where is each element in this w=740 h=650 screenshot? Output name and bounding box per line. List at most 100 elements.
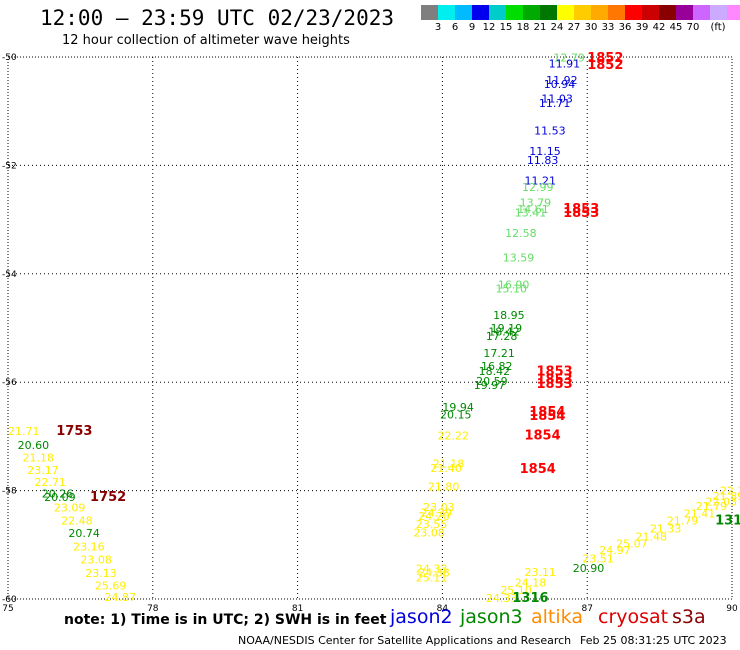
wave-height-label: 20.59 xyxy=(476,375,508,388)
legend-labels: 3 6 9 12 15 18 21 24 27 30 33 36 39 42 45 70 (ft) xyxy=(421,20,740,34)
legend-label: 21 xyxy=(533,22,547,33)
wave-height-label: 13.59 xyxy=(503,252,535,265)
legend-swatch xyxy=(676,5,693,20)
wave-height-label: 23.13 xyxy=(85,567,117,580)
legend-swatch xyxy=(472,5,489,20)
time-label: 1854 xyxy=(520,462,556,477)
time-label: 1853 xyxy=(537,364,573,379)
legend-swatch xyxy=(625,5,642,20)
legend-label: 39 xyxy=(635,22,649,33)
wave-height-label: 20.90 xyxy=(573,562,605,575)
time-label: 1854 xyxy=(529,405,565,420)
y-tick-label: -60 xyxy=(2,595,17,605)
time-label: 1853 xyxy=(563,206,599,221)
satellite-label-jason3: jason3 xyxy=(460,606,523,628)
wave-height-label: 21.40 xyxy=(430,462,462,475)
wave-height-label: 12.79 xyxy=(553,52,585,65)
legend-label: 42 xyxy=(652,22,666,33)
time-label: 1753 xyxy=(56,424,92,439)
wave-height-label: 10.94 xyxy=(544,78,576,91)
wave-height-label: 23.08 xyxy=(413,526,445,539)
y-tick-label: -58 xyxy=(2,487,17,497)
wave-height-label: 24.87 xyxy=(105,591,136,604)
color-legend: 3 6 9 12 15 18 21 24 27 30 33 36 39 42 45 70 (ft) xyxy=(421,5,740,34)
time-label: 1853 xyxy=(537,372,573,387)
satellite-label-cryosat: cryosat xyxy=(598,606,669,628)
time-label: 1752 xyxy=(90,490,126,505)
wave-height-label: 20.26 xyxy=(42,487,74,500)
wave-height-label: 19.94 xyxy=(442,401,474,414)
wave-height-label: 11.83 xyxy=(527,154,559,167)
wave-height-label: 21.80 xyxy=(428,480,460,493)
x-tick-label: 81 xyxy=(292,604,303,614)
wave-height-label: 21.18 xyxy=(22,452,54,465)
wave-height-label: 21.71 xyxy=(8,425,40,438)
legend-label: (ft) xyxy=(710,22,726,33)
legend-swatch xyxy=(557,5,574,20)
wave-height-label: 11.92 xyxy=(546,74,578,87)
wave-height-label: 23.11 xyxy=(524,566,556,579)
satellite-label-jason2: jason2 xyxy=(390,606,453,628)
x-tick-label: 75 xyxy=(2,604,13,614)
legend-label: 24 xyxy=(550,22,564,33)
wave-height-label: 25.10 xyxy=(500,584,532,597)
x-tick-label: 84 xyxy=(437,604,449,614)
satellite-label-s3a: s3a xyxy=(672,606,706,628)
wave-height-label: 23.51 xyxy=(582,552,614,565)
legend-label: 36 xyxy=(618,22,632,33)
wave-height-label: 25.11 xyxy=(416,571,448,584)
time-label: 1854 xyxy=(524,428,560,443)
wave-height-label: 21.79 xyxy=(696,500,728,513)
wave-height-label: 23.03 xyxy=(423,501,455,514)
legend-swatch xyxy=(574,5,591,20)
x-tick-label: 87 xyxy=(581,604,592,614)
wave-height-label: 23.09 xyxy=(54,501,86,514)
page-title: 12:00 – 23:59 UTC 02/23/2023 xyxy=(40,6,395,30)
wave-height-label: 23.17 xyxy=(27,464,59,477)
wave-height-label: 20.60 xyxy=(18,439,50,452)
wave-height-label: 11.15 xyxy=(529,145,561,158)
wave-height-label: 22.71 xyxy=(35,476,66,489)
wave-height-label: 24.33 xyxy=(486,592,517,605)
legend-label: 6 xyxy=(451,22,459,33)
legend-label: 70 xyxy=(686,22,700,33)
wave-height-label: 24.38 xyxy=(418,566,450,579)
wave-height-label: 21.18 xyxy=(433,458,465,471)
wave-height-label: 11.53 xyxy=(534,125,566,138)
legend-swatch xyxy=(438,5,455,20)
x-tick-label: 78 xyxy=(147,604,159,614)
y-tick-label: -54 xyxy=(2,270,17,280)
legend-label: 27 xyxy=(567,22,581,33)
time-label: 1316 xyxy=(715,513,740,528)
wave-height-label: 24.33 xyxy=(416,563,448,576)
y-tick-label: -50 xyxy=(2,53,17,63)
wave-height-label: 19.97 xyxy=(474,379,506,392)
wave-height-label: 21.48 xyxy=(635,531,667,544)
wave-height-label: 11.91 xyxy=(549,58,581,71)
page-subtitle: 12 hour collection of altimeter wave hei… xyxy=(62,33,350,48)
legend-swatch xyxy=(642,5,659,20)
legend-label: 30 xyxy=(584,22,598,33)
wave-height-label: 21.41 xyxy=(684,507,716,520)
wave-height-label: 18.42 xyxy=(488,325,519,338)
wave-height-label: 25.69 xyxy=(95,579,127,592)
legend-swatch xyxy=(693,5,710,20)
wave-height-label: 23.55 xyxy=(416,518,448,531)
wave-height-label: 14.61 xyxy=(517,203,549,216)
wave-height-label: 24.97 xyxy=(599,544,631,557)
legend-label: 33 xyxy=(601,22,615,33)
wave-height-label: 12.58 xyxy=(505,227,537,240)
legend-swatch xyxy=(608,5,625,20)
wave-height-label: 22.03 xyxy=(705,495,737,508)
wave-height-label: 16.82 xyxy=(481,360,512,373)
legend-swatch xyxy=(523,5,540,20)
wave-height-label: 11.21 xyxy=(524,175,556,188)
y-tick-label: -52 xyxy=(2,161,17,171)
wave-height-label: 24.39 xyxy=(421,506,453,519)
wave-height-label: 16.90 xyxy=(498,279,530,292)
timestamp: Feb 25 08:31:25 UTC 2023 xyxy=(580,634,727,647)
legend-swatch xyxy=(540,5,557,20)
legend-swatches xyxy=(421,5,740,20)
legend-swatch xyxy=(489,5,506,20)
wave-height-label: 24.20 xyxy=(418,510,450,523)
